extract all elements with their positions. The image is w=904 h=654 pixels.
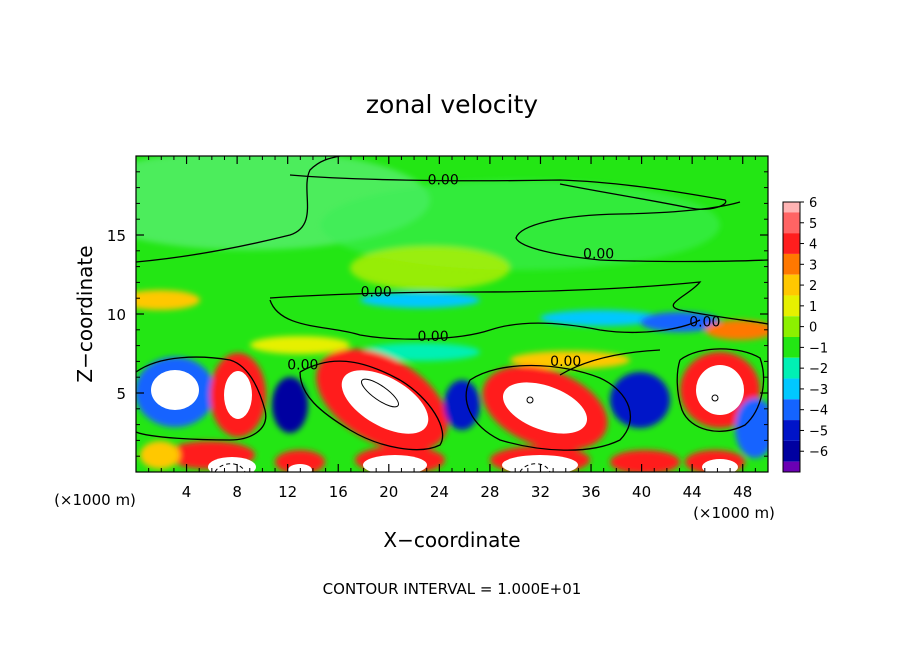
contour-labels: 0.00 0.00 0.00 0.00 0.00 0.00 0.00 xyxy=(287,172,720,373)
colorbar-swatch xyxy=(783,440,800,462)
colorbar-swatch xyxy=(783,212,800,234)
colorbar-swatch xyxy=(783,337,800,358)
colorbar-swatch xyxy=(783,378,800,400)
colorbar-label: 6 xyxy=(809,196,817,211)
colorbar-label: −1 xyxy=(809,341,828,356)
plot-area xyxy=(136,156,768,472)
colorbar-swatch xyxy=(783,420,800,441)
colorbar-swatch xyxy=(783,295,800,317)
contour-label: 0.00 xyxy=(287,357,318,373)
x-tick-label: 8 xyxy=(232,483,242,501)
contour-label: 0.00 xyxy=(550,354,581,370)
colorbar-swatch xyxy=(783,202,800,213)
colorbar-label: −6 xyxy=(809,445,828,460)
colorbar-label: 4 xyxy=(809,238,817,253)
colorbar-label: 5 xyxy=(809,217,817,232)
colorbar-label: 2 xyxy=(809,279,817,294)
colorbar-swatch xyxy=(783,316,800,337)
x-axis-label: X−coordinate xyxy=(383,528,520,552)
colorbar-label: 3 xyxy=(809,258,817,273)
colorbar-label: 1 xyxy=(809,300,817,315)
zero-contours xyxy=(136,156,768,451)
colorbar-label: −3 xyxy=(809,383,828,398)
y-axis-ticks: 5 10 15 xyxy=(107,171,768,457)
colorbar: 6 5 4 3 2 1 0 −1 −2 −3 −4 −5 −6 xyxy=(782,196,828,473)
colorbar-swatch xyxy=(783,274,800,296)
colorbar-swatch xyxy=(783,399,800,421)
x-tick-label: 24 xyxy=(430,483,449,501)
contour-label: 0.00 xyxy=(361,285,392,301)
x-tick-label: 40 xyxy=(632,483,651,501)
x-tick-label: 36 xyxy=(581,483,600,501)
x-axis-ticks: 4 8 12 16 20 24 28 32 36 40 44 48 xyxy=(148,156,756,501)
x-tick-label: 4 xyxy=(182,483,192,501)
contour-label: 0.00 xyxy=(689,315,720,331)
x-tick-label: 48 xyxy=(733,483,752,501)
contour-interval-footer: CONTOUR INTERVAL = 1.000E+01 xyxy=(323,580,582,598)
y-tick-label: 15 xyxy=(107,227,126,245)
contour-label: 0.00 xyxy=(417,329,448,345)
contour-label: 0.00 xyxy=(583,247,614,263)
chart-title: zonal velocity xyxy=(366,90,538,119)
colorbar-swatch xyxy=(783,461,800,472)
x-tick-label: 12 xyxy=(278,483,297,501)
y-tick-label: 10 xyxy=(107,306,126,324)
colorbar-swatch xyxy=(783,253,800,275)
colorbar-label: −5 xyxy=(809,424,828,439)
colorbar-swatch xyxy=(783,357,800,379)
colorbar-label: −2 xyxy=(809,362,828,377)
inner-contours xyxy=(214,378,719,472)
colorbar-label: −4 xyxy=(809,404,828,419)
y-tick-label: 5 xyxy=(116,385,126,403)
contour-label: 0.00 xyxy=(428,172,459,188)
x-unit-right: (×1000 m) xyxy=(693,504,775,522)
x-tick-label: 20 xyxy=(379,483,398,501)
colorbar-swatch xyxy=(783,233,800,254)
x-tick-label: 32 xyxy=(531,483,550,501)
x-tick-label: 44 xyxy=(683,483,702,501)
colorbar-frame xyxy=(782,201,801,473)
colorbar-label: 0 xyxy=(809,321,817,336)
y-axis-label: Z−coordinate xyxy=(73,245,97,382)
x-unit-left: (×1000 m) xyxy=(54,491,136,509)
x-tick-label: 16 xyxy=(329,483,348,501)
x-tick-label: 28 xyxy=(480,483,499,501)
